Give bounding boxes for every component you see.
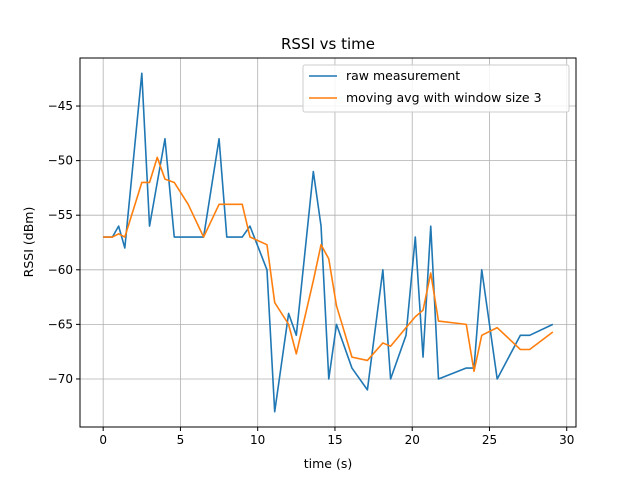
axis-ticks: 0 5 10 15 20 25 30 −70 −65 −60 −55 −50 −45 — [48, 99, 575, 447]
y-tick-label: −55 — [48, 208, 73, 222]
x-tick-label: 20 — [405, 433, 420, 447]
y-axis-label: RSSI (dBm) — [21, 207, 36, 278]
x-tick-label: 10 — [250, 433, 265, 447]
x-tick-label: 30 — [559, 433, 574, 447]
x-tick-label: 15 — [327, 433, 342, 447]
y-tick-label: −70 — [48, 372, 73, 386]
x-tick-label: 5 — [177, 433, 185, 447]
grid — [80, 58, 576, 427]
series-line-moving-avg — [103, 156, 554, 373]
chart-title: RSSI vs time — [281, 35, 375, 53]
plot-frame — [79, 57, 577, 428]
x-tick-label: 25 — [482, 433, 497, 447]
legend-label-raw: raw measurement — [346, 68, 460, 83]
legend: raw measurement moving avg with window s… — [302, 64, 570, 113]
y-tick-label: −65 — [48, 317, 73, 331]
y-tick-label: −50 — [48, 154, 73, 168]
x-tick-label: 0 — [99, 433, 107, 447]
y-tick-label: −60 — [48, 263, 73, 277]
series-line-raw — [103, 72, 554, 413]
x-axis-label: time (s) — [304, 456, 352, 471]
y-tick-label: −45 — [48, 99, 73, 113]
legend-label-moving-avg: moving avg with window size 3 — [346, 90, 542, 105]
legend-box — [302, 64, 570, 113]
series-lines — [103, 72, 554, 413]
